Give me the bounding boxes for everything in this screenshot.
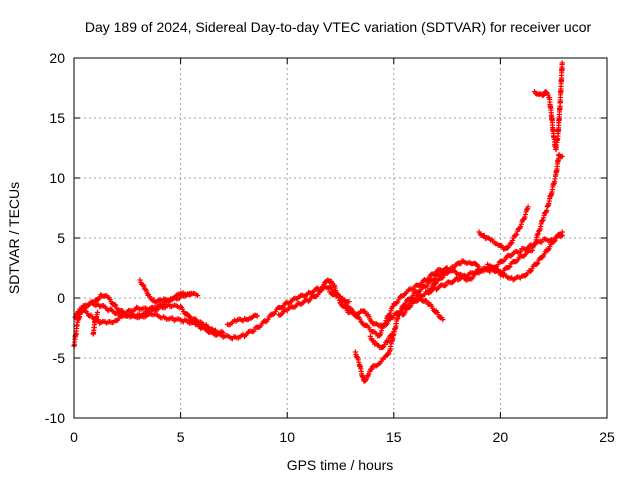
data-point	[543, 89, 550, 96]
x-tick-label: 10	[279, 429, 295, 445]
data-series	[137, 277, 194, 306]
data-point	[195, 293, 201, 299]
data-point	[458, 261, 464, 267]
data-series	[476, 204, 531, 252]
chart-title: Day 189 of 2024, Sidereal Day-to-day VTE…	[85, 19, 592, 35]
data-point	[254, 313, 260, 319]
data-point	[94, 309, 101, 315]
data-series	[327, 289, 352, 305]
data-point	[391, 329, 397, 335]
data-point	[507, 264, 513, 270]
y-tick-label: -10	[45, 410, 65, 426]
data-point	[517, 249, 523, 255]
data-point	[137, 277, 143, 283]
data-point	[539, 239, 545, 245]
data-point	[401, 303, 407, 309]
data-point	[116, 310, 123, 316]
data-point	[534, 261, 540, 267]
data-point	[95, 297, 101, 303]
grid-lines	[74, 58, 607, 418]
x-tick-label: 20	[493, 429, 509, 445]
data-point	[362, 378, 368, 384]
data-point	[188, 290, 194, 296]
data-series	[425, 258, 482, 294]
y-tick-label: -5	[53, 350, 66, 366]
x-tick-label: 15	[386, 429, 402, 445]
data-point	[522, 273, 528, 279]
data-point	[424, 298, 430, 304]
data-points	[71, 60, 565, 384]
data-point	[559, 153, 565, 159]
data-point	[390, 331, 396, 337]
data-point	[320, 284, 326, 290]
y-tick-label: 20	[49, 50, 65, 66]
data-point	[251, 328, 257, 334]
data-point	[170, 315, 176, 321]
data-point	[440, 317, 446, 323]
data-series	[73, 299, 226, 336]
data-series	[186, 313, 216, 332]
data-point	[378, 328, 385, 334]
data-point	[527, 268, 533, 275]
data-point	[559, 229, 565, 235]
data-point	[378, 330, 384, 336]
data-point	[398, 308, 404, 314]
data-point	[140, 282, 146, 288]
y-tick-label: 5	[57, 230, 65, 246]
x-tick-label: 5	[177, 429, 185, 445]
x-axis-label: GPS time / hours	[287, 457, 394, 473]
data-point	[389, 304, 395, 310]
data-series	[367, 329, 397, 351]
axis-ticks: 0 5 10 15 20 25 -10 -5 0 5 10 15 20	[45, 50, 615, 445]
data-series	[224, 312, 260, 328]
data-point	[113, 302, 119, 308]
data-point	[178, 303, 184, 310]
data-point	[387, 310, 393, 316]
data-point	[510, 237, 516, 244]
x-tick-label: 25	[599, 429, 615, 445]
data-point	[443, 282, 449, 289]
data-point	[389, 332, 395, 338]
y-tick-label: 15	[49, 110, 65, 126]
data-point	[476, 264, 482, 270]
y-axis-label: SDTVAR / TECUs	[6, 182, 22, 294]
data-point	[535, 260, 541, 266]
y-tick-label: 0	[57, 290, 65, 306]
data-point	[325, 285, 331, 292]
data-point	[371, 338, 377, 344]
data-point	[358, 318, 364, 324]
y-tick-label: 10	[49, 170, 65, 186]
data-series	[531, 60, 565, 153]
data-point	[525, 204, 531, 210]
data-point	[504, 245, 511, 251]
data-series	[485, 229, 565, 283]
data-point	[388, 308, 394, 314]
data-point	[559, 60, 565, 66]
data-series	[90, 309, 101, 337]
data-point	[112, 302, 118, 308]
data-point	[439, 275, 445, 281]
data-point	[220, 330, 226, 336]
data-point	[380, 344, 386, 351]
data-series	[276, 233, 565, 329]
data-point	[209, 326, 216, 332]
x-tick-label: 0	[70, 429, 78, 445]
data-series	[399, 294, 446, 323]
data-point	[514, 231, 520, 238]
data-point	[141, 283, 147, 289]
data-point	[369, 366, 375, 372]
data-point	[346, 299, 352, 305]
data-point	[518, 221, 524, 227]
data-series	[352, 266, 450, 384]
data-point	[472, 260, 479, 267]
